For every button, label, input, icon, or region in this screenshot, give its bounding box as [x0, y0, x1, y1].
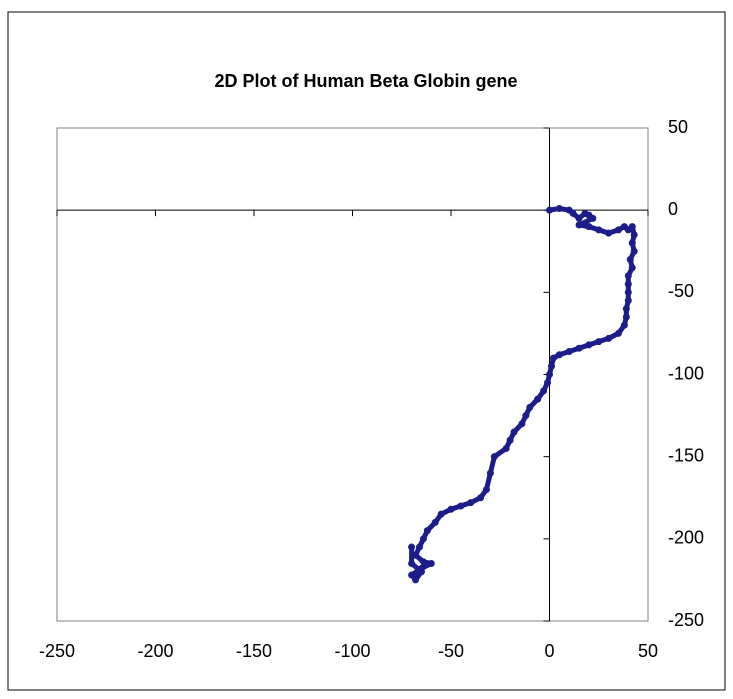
point	[630, 247, 638, 255]
x-tick-label: 0	[544, 641, 554, 661]
point	[620, 321, 628, 329]
point	[423, 527, 431, 535]
point	[622, 305, 630, 313]
point	[417, 568, 425, 576]
point	[546, 371, 553, 378]
point	[569, 209, 577, 217]
point	[614, 329, 622, 337]
point	[622, 313, 630, 321]
point	[585, 223, 593, 231]
point	[522, 412, 530, 420]
x-tick-label: -200	[137, 641, 173, 661]
point	[419, 535, 427, 543]
point	[565, 347, 573, 355]
point	[431, 518, 439, 526]
point	[624, 288, 632, 296]
point	[408, 543, 416, 551]
y-tick-label: 0	[668, 199, 678, 219]
point	[614, 226, 622, 234]
point	[547, 362, 555, 370]
x-tick-label: -250	[39, 641, 75, 661]
point	[457, 502, 465, 510]
y-tick-label: -150	[668, 445, 704, 465]
x-tick-label: -150	[236, 641, 272, 661]
point	[482, 486, 490, 494]
point	[506, 436, 514, 444]
point	[544, 379, 552, 387]
point	[412, 551, 420, 559]
point	[624, 280, 632, 288]
point	[510, 428, 518, 436]
point	[502, 444, 510, 452]
point	[626, 255, 634, 263]
point	[575, 214, 583, 222]
point	[575, 344, 583, 352]
point	[624, 297, 632, 305]
x-tick-label: 50	[638, 641, 658, 661]
point	[534, 395, 542, 403]
y-tick-label: -100	[668, 363, 704, 383]
point	[490, 453, 498, 461]
point	[412, 576, 420, 584]
point	[595, 338, 603, 346]
plot-area	[56, 127, 649, 622]
x-tick-label: -50	[438, 641, 464, 661]
chart-title: 2D Plot of Human Beta Globin gene	[214, 71, 517, 91]
point	[628, 264, 636, 272]
y-tick-label: -200	[668, 528, 704, 548]
point	[467, 499, 475, 507]
point	[427, 559, 435, 567]
point	[408, 571, 416, 579]
point	[447, 505, 455, 513]
point	[628, 223, 636, 231]
point	[540, 387, 548, 395]
point	[526, 403, 534, 411]
point	[630, 231, 638, 239]
x-tick-label: -100	[334, 641, 370, 661]
point	[589, 214, 597, 222]
point	[546, 206, 553, 214]
point	[585, 341, 593, 349]
point	[605, 334, 613, 342]
y-tick-label: 50	[668, 117, 688, 137]
point	[555, 205, 563, 213]
y-tick-label: -250	[668, 610, 704, 630]
y-tick-label: -50	[668, 281, 694, 301]
point	[419, 558, 427, 566]
point	[415, 543, 423, 551]
point	[549, 354, 557, 362]
point	[518, 420, 526, 428]
point	[605, 229, 613, 237]
point	[437, 510, 445, 518]
point	[408, 559, 416, 567]
point	[575, 221, 583, 229]
point	[624, 272, 632, 280]
point	[628, 239, 636, 247]
point	[477, 494, 485, 502]
point	[595, 226, 603, 234]
point	[486, 469, 494, 477]
point	[555, 351, 563, 359]
